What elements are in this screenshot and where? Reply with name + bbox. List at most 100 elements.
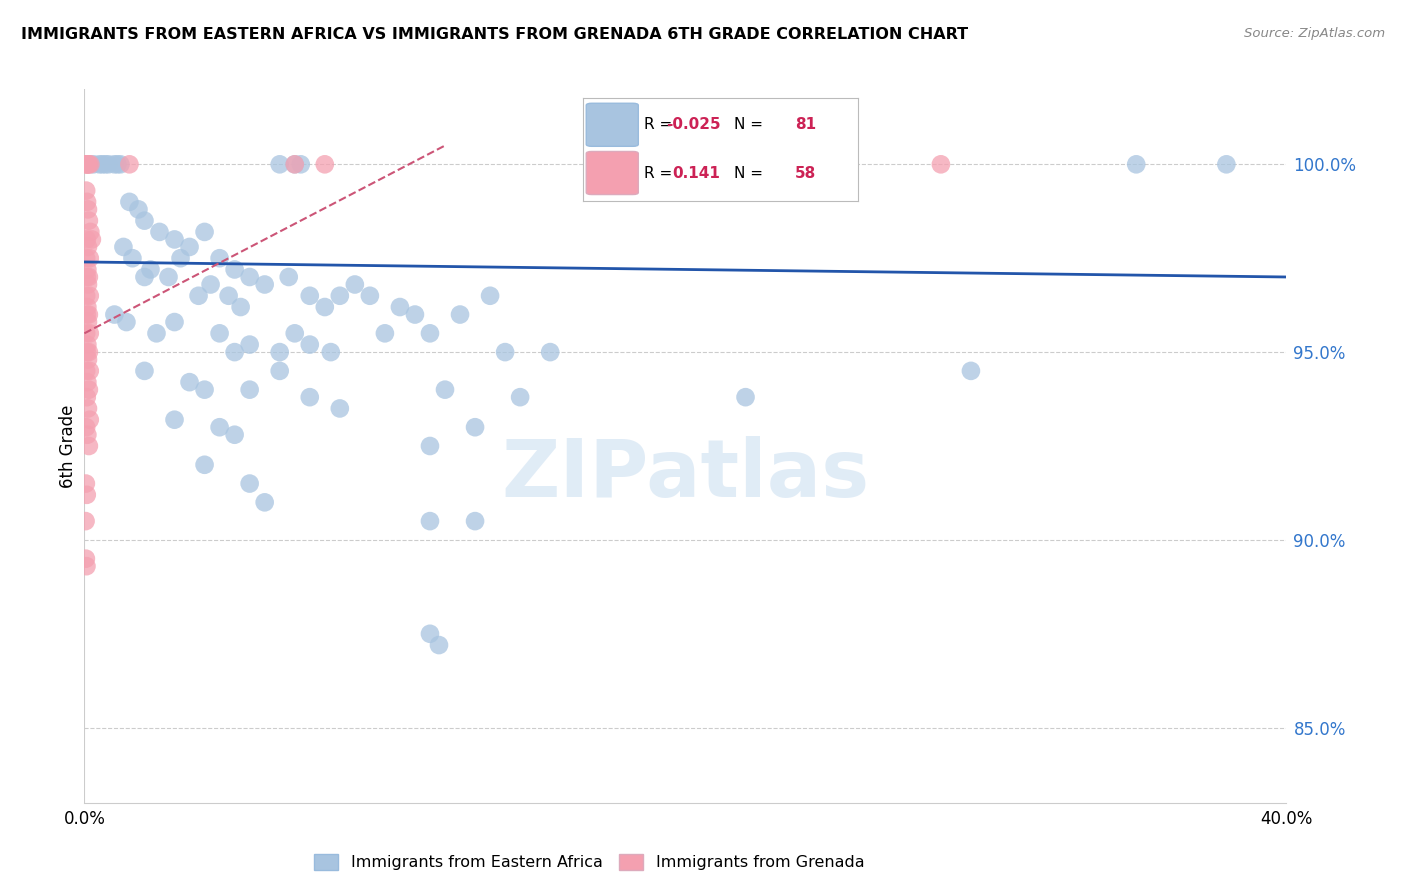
Point [103,157,125,171]
Point [76,232,98,246]
Point [329,289,352,303]
Point [76,375,98,389]
Point [419,326,441,341]
Point [224,345,246,359]
Point [163,232,186,246]
Point [388,300,411,314]
Point [77,345,100,359]
Point [464,514,486,528]
Point [583,157,606,171]
Point [77,315,100,329]
Point [97,157,120,171]
Point [269,157,291,171]
Point [77,383,100,397]
Point [94,157,117,171]
Point [79,364,101,378]
Point [253,277,276,292]
Point [509,390,531,404]
Text: -0.025: -0.025 [666,117,721,132]
Legend: Immigrants from Eastern Africa, Immigrants from Grenada: Immigrants from Eastern Africa, Immigran… [308,847,870,877]
Point [89,157,111,171]
Point [76,300,98,314]
Point [689,157,711,171]
Point [229,300,252,314]
Point [479,289,502,303]
Point [145,326,167,341]
Point [253,495,276,509]
Point [77,240,100,254]
Point [298,390,321,404]
Point [79,413,101,427]
Text: N =: N = [734,117,763,132]
Text: 0.141: 0.141 [672,166,721,180]
Point [118,194,141,209]
Point [112,240,135,254]
Point [269,364,291,378]
Point [163,413,186,427]
Point [76,337,98,351]
Point [194,458,217,472]
Point [121,251,143,265]
Text: 81: 81 [796,117,817,132]
Text: R =: R = [644,166,672,180]
Point [134,364,156,378]
Point [929,157,952,171]
Point [77,308,100,322]
Point [419,627,441,641]
Point [179,375,201,389]
Point [75,476,97,491]
Point [734,157,756,171]
Point [80,232,103,246]
Point [538,345,561,359]
Point [76,390,98,404]
Point [298,289,321,303]
Point [239,383,262,397]
Text: N =: N = [734,166,763,180]
Point [79,251,101,265]
Point [284,157,307,171]
Point [76,488,98,502]
Point [404,308,426,322]
Point [208,326,231,341]
Point [115,315,138,329]
Point [77,202,100,217]
Point [76,308,98,322]
Point [76,345,98,359]
Point [75,551,97,566]
Point [75,184,97,198]
Point [284,157,307,171]
Point [208,251,231,265]
Point [79,157,101,171]
Point [76,262,98,277]
Point [290,157,312,171]
Point [224,427,246,442]
Point [277,270,299,285]
Point [77,352,100,367]
Point [218,289,240,303]
Point [960,364,983,378]
Point [79,289,101,303]
FancyBboxPatch shape [586,152,638,194]
Point [359,289,381,303]
Point [374,326,396,341]
Point [200,277,222,292]
Point [103,308,125,322]
Point [314,300,336,314]
Point [110,157,132,171]
Point [224,262,246,277]
Point [169,251,191,265]
Point [127,202,149,217]
Point [118,157,141,171]
Text: Source: ZipAtlas.com: Source: ZipAtlas.com [1244,27,1385,40]
Text: R =: R = [644,117,672,132]
Point [75,420,97,434]
Point [75,157,97,171]
Point [76,194,98,209]
Point [148,225,170,239]
Point [329,401,352,416]
Point [77,401,100,416]
Point [107,157,129,171]
Text: IMMIGRANTS FROM EASTERN AFRICA VS IMMIGRANTS FROM GRENADA 6TH GRADE CORRELATION : IMMIGRANTS FROM EASTERN AFRICA VS IMMIGR… [21,27,969,42]
FancyBboxPatch shape [586,103,638,146]
Point [1125,157,1147,171]
